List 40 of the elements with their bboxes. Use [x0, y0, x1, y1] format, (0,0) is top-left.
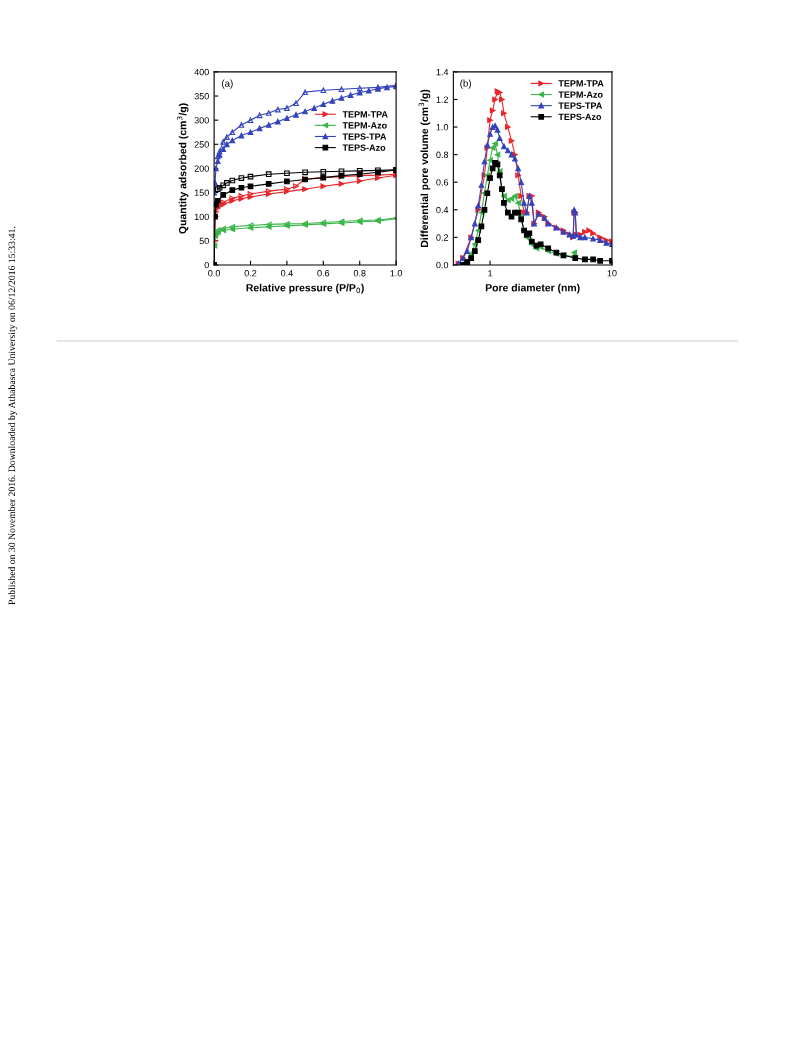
x-axis-title: Relative pressure (P/P$_{0}$) [246, 283, 364, 294]
y-tick-label: 0.8 [436, 151, 449, 158]
y-tick-label: 0.6 [436, 179, 449, 186]
y-tick-label: 1.0 [436, 124, 449, 131]
y-tick-label: 50 [199, 237, 209, 245]
x-tick-label: 0.6 [317, 270, 330, 277]
y-tick-label: 1.4 [436, 68, 449, 76]
y-tick-label: 250 [194, 141, 209, 148]
x-tick-label: 0.0 [208, 270, 221, 277]
y-tick-label: 1.2 [436, 96, 449, 103]
x-axis-title: Pore diameter (nm) [485, 283, 580, 294]
x-tick-label: 1 [488, 270, 493, 277]
x-tick-label: 0.4 [280, 270, 293, 277]
annotation: (b) [460, 79, 471, 89]
x-tick-label: 1.0 [390, 270, 403, 277]
y-tick-label: 150 [194, 189, 209, 196]
y-axis-title: Quantity adsorbed (cm$^{3}$/g) [176, 103, 189, 234]
legend-label: TEPM-TPA [342, 111, 388, 118]
legend-label: TEPM-Azo [342, 122, 387, 129]
legend-label: TEPS-TPA [342, 133, 387, 140]
x-tick-label: 10 [607, 270, 617, 277]
y-tick-label: 0.4 [436, 206, 449, 214]
legend-label: TEPM-Azo [558, 91, 603, 98]
y-tick-label: 0 [204, 261, 209, 269]
y-tick-label: 300 [194, 117, 209, 124]
text: Published on 30 November 2016. Downloaded by Athabasca University on 06/12/2016 15:33:41. [8, 226, 18, 605]
legend-label: TEPS-Azo [342, 144, 386, 151]
legend-label: TEPM-TPA [558, 80, 604, 87]
y-tick-label: 400 [194, 68, 209, 76]
y-axis-title: Differential pore volume (cm$^{3}$/g) [418, 89, 431, 247]
y-tick-label: 0.0 [436, 261, 449, 269]
y-tick-label: 100 [194, 213, 209, 221]
legend-label: TEPS-TPA [558, 102, 603, 109]
x-tick-label: 0.8 [353, 270, 366, 277]
x-tick-label: 0.2 [244, 270, 257, 277]
y-tick-label: 350 [194, 93, 209, 100]
legend-label: TEPS-Azo [558, 113, 602, 121]
y-tick-label: 200 [194, 165, 209, 172]
annotation: (a) [221, 79, 233, 89]
y-tick-label: 0.2 [436, 234, 449, 241]
